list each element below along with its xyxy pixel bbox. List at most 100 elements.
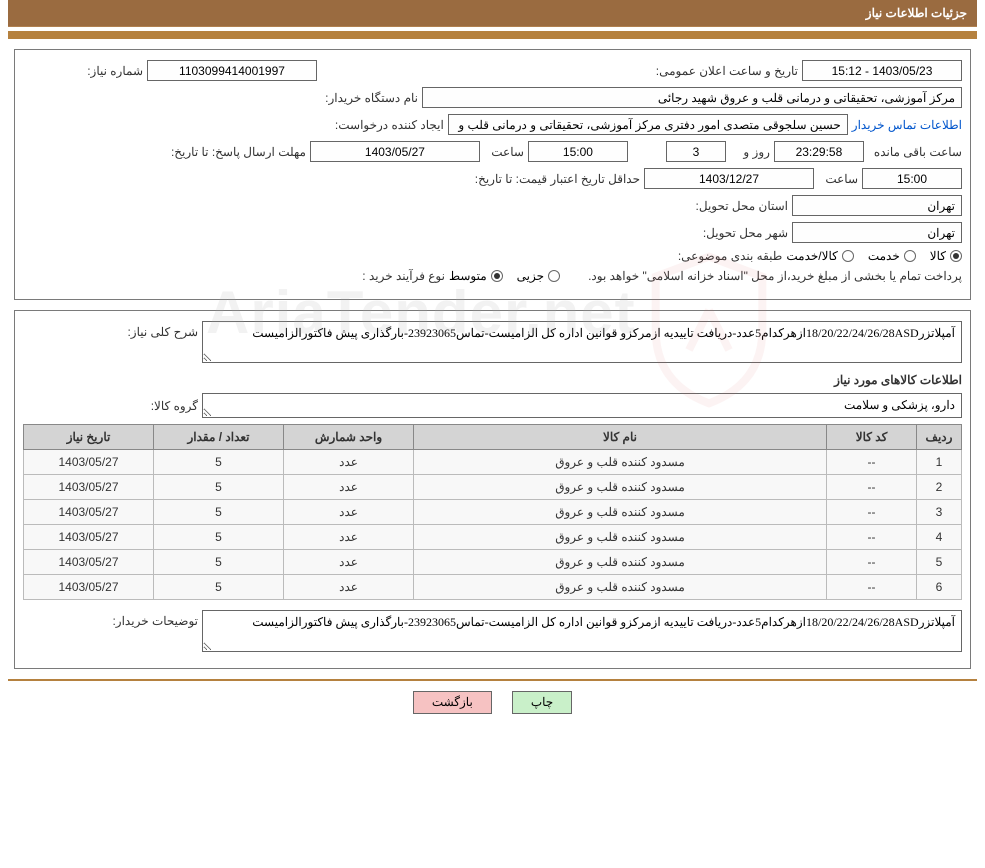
goods-group-field[interactable]: دارو، پزشکی و سلامت [202, 393, 962, 418]
th-qty: تعداد / مقدار [154, 425, 284, 450]
print-button[interactable]: چاپ [512, 691, 572, 714]
row-requester: ایجاد کننده درخواست: اطلاعات تماس خریدار [23, 114, 962, 135]
desc-textarea[interactable]: آمپلاتزر18/20/22/24/26/28ASDازهرکدام5عدد… [202, 321, 962, 363]
table-row: 3--مسدود کننده قلب و عروقعدد51403/05/27 [24, 500, 962, 525]
cell-date: 1403/05/27 [24, 575, 154, 600]
validity-date-field[interactable] [644, 168, 814, 189]
deadline-time-label: ساعت [484, 145, 524, 159]
radio-both-label: کالا/خدمت [786, 249, 837, 263]
row-province: استان محل تحویل: [23, 195, 962, 216]
cell-qty: 5 [154, 475, 284, 500]
category-label: طبقه بندی موضوعی: [662, 249, 782, 263]
radio-goods-label: کالا [930, 249, 946, 263]
table-row: 5--مسدود کننده قلب و عروقعدد51403/05/27 [24, 550, 962, 575]
buyer-org-label: نام دستگاه خریدار: [298, 91, 418, 105]
accent-bar [8, 31, 977, 39]
need-no-field[interactable] [147, 60, 317, 81]
deadline-label: مهلت ارسال پاسخ: تا تاریخ: [165, 145, 306, 159]
table-header-row: ردیف کد کالا نام کالا واحد شمارش تعداد /… [24, 425, 962, 450]
radio-dot-icon [904, 250, 916, 262]
deadline-date-field[interactable] [310, 141, 480, 162]
cell-idx: 3 [917, 500, 962, 525]
buyer-notes-textarea[interactable]: آمپلاتزر18/20/22/24/26/28ASDازهرکدام5عدد… [202, 610, 962, 652]
th-unit: واحد شمارش [284, 425, 414, 450]
time-remaining-field[interactable] [774, 141, 864, 162]
cell-name: مسدود کننده قلب و عروق [414, 525, 827, 550]
deadline-time-field[interactable] [528, 141, 628, 162]
radio-goods[interactable]: کالا [930, 249, 962, 263]
cell-qty: 5 [154, 500, 284, 525]
row-buyer-notes: توضیحات خریدار: آمپلاتزر18/20/22/24/26/2… [23, 610, 962, 652]
th-idx: ردیف [917, 425, 962, 450]
row-proc-type: نوع فرآیند خرید : جزیی متوسط پرداخت تمام… [23, 269, 962, 283]
requester-label: ایجاد کننده درخواست: [324, 118, 444, 132]
radio-medium[interactable]: متوسط [449, 269, 503, 283]
announce-field[interactable] [802, 60, 962, 81]
cell-code: -- [827, 475, 917, 500]
requester-field[interactable] [448, 114, 848, 135]
button-bar: چاپ بازگشت [8, 679, 977, 730]
cell-code: -- [827, 500, 917, 525]
category-radio-group: کالا خدمت کالا/خدمت [786, 249, 962, 263]
cell-date: 1403/05/27 [24, 550, 154, 575]
page-header: جزئیات اطلاعات نیاز [8, 0, 977, 27]
row-buyer-org: نام دستگاه خریدار: [23, 87, 962, 108]
radio-partial-label: جزیی [517, 269, 544, 283]
cell-idx: 5 [917, 550, 962, 575]
cell-name: مسدود کننده قلب و عروق [414, 450, 827, 475]
radio-dot-icon [842, 250, 854, 262]
info-panel: شماره نیاز: تاریخ و ساعت اعلان عمومی: نا… [14, 49, 971, 300]
cell-date: 1403/05/27 [24, 475, 154, 500]
cell-unit: عدد [284, 525, 414, 550]
announce-label: تاریخ و ساعت اعلان عمومی: [650, 64, 798, 78]
buyer-notes-label: توضیحات خریدار: [78, 610, 198, 628]
table-row: 6--مسدود کننده قلب و عروقعدد51403/05/27 [24, 575, 962, 600]
remaining-suffix: ساعت باقی مانده [868, 145, 962, 159]
radio-service[interactable]: خدمت [868, 249, 916, 263]
items-panel: شرح کلی نیاز: آمپلاتزر18/20/22/24/26/28A… [14, 310, 971, 669]
proc-type-radio-group: جزیی متوسط [449, 269, 560, 283]
back-button[interactable]: بازگشت [413, 691, 492, 714]
cell-qty: 5 [154, 450, 284, 475]
proc-type-label: نوع فرآیند خرید : [325, 269, 445, 283]
province-field[interactable] [792, 195, 962, 216]
cell-qty: 5 [154, 550, 284, 575]
cell-name: مسدود کننده قلب و عروق [414, 475, 827, 500]
radio-partial[interactable]: جزیی [517, 269, 560, 283]
items-table: ردیف کد کالا نام کالا واحد شمارش تعداد /… [23, 424, 962, 600]
th-name: نام کالا [414, 425, 827, 450]
days-remaining-field[interactable] [666, 141, 726, 162]
buyer-contact-link[interactable]: اطلاعات تماس خریدار [852, 118, 962, 132]
buyer-org-field[interactable] [422, 87, 962, 108]
cell-idx: 2 [917, 475, 962, 500]
row-goods-group: گروه کالا: دارو، پزشکی و سلامت [23, 393, 962, 418]
row-category: طبقه بندی موضوعی: کالا خدمت کالا/خدمت [23, 249, 962, 263]
table-row: 2--مسدود کننده قلب و عروقعدد51403/05/27 [24, 475, 962, 500]
cell-idx: 6 [917, 575, 962, 600]
need-no-label: شماره نیاز: [23, 64, 143, 78]
radio-dot-icon [548, 270, 560, 282]
row-desc: شرح کلی نیاز: آمپلاتزر18/20/22/24/26/28A… [23, 321, 962, 363]
radio-service-label: خدمت [868, 249, 900, 263]
cell-idx: 1 [917, 450, 962, 475]
cell-name: مسدود کننده قلب و عروق [414, 575, 827, 600]
table-row: 4--مسدود کننده قلب و عروقعدد51403/05/27 [24, 525, 962, 550]
row-deadline: مهلت ارسال پاسخ: تا تاریخ: ساعت روز و سا… [23, 141, 962, 162]
city-field[interactable] [792, 222, 962, 243]
row-city: شهر محل تحویل: [23, 222, 962, 243]
cell-code: -- [827, 525, 917, 550]
cell-code: -- [827, 550, 917, 575]
cell-qty: 5 [154, 575, 284, 600]
page-title: جزئیات اطلاعات نیاز [866, 6, 967, 20]
validity-time-field[interactable] [862, 168, 962, 189]
cell-unit: عدد [284, 550, 414, 575]
payment-note: پرداخت تمام یا بخشی از مبلغ خرید،از محل … [588, 269, 962, 283]
cell-date: 1403/05/27 [24, 525, 154, 550]
validity-label: حداقل تاریخ اعتبار قیمت: تا تاریخ: [469, 172, 640, 186]
radio-medium-label: متوسط [449, 269, 487, 283]
cell-unit: عدد [284, 450, 414, 475]
radio-both[interactable]: کالا/خدمت [786, 249, 853, 263]
cell-unit: عدد [284, 475, 414, 500]
cell-name: مسدود کننده قلب و عروق [414, 500, 827, 525]
th-date: تاریخ نیاز [24, 425, 154, 450]
